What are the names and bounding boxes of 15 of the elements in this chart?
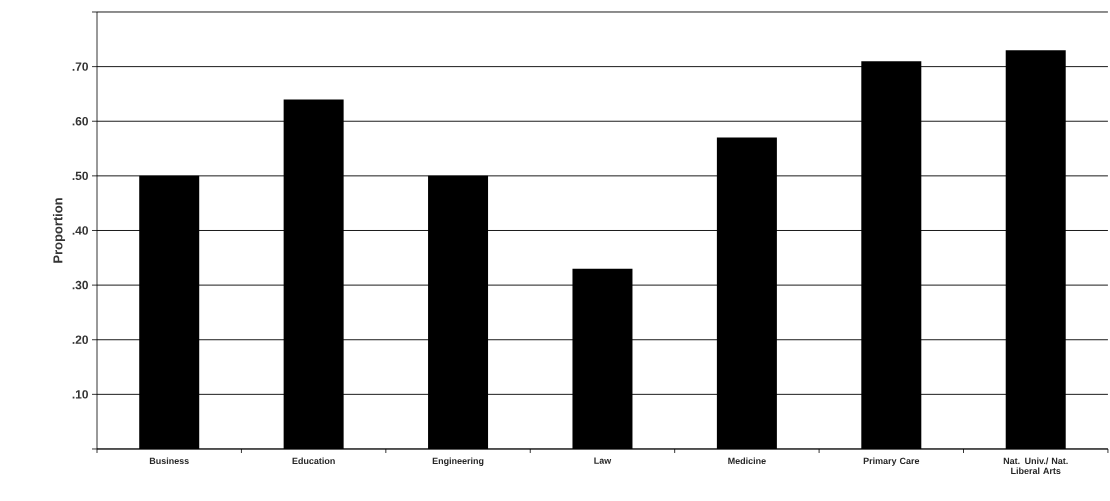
y-tick-label: .40	[72, 226, 88, 235]
x-tick-label: Education	[292, 457, 335, 465]
y-axis-title: Proportion	[52, 198, 66, 263]
x-tick-label: Business	[149, 457, 189, 465]
y-tick-label: .70	[72, 62, 88, 71]
x-tick-label: Primary Care	[863, 457, 920, 466]
y-tick-label: .60	[72, 117, 88, 126]
y-tick-label: .20	[72, 335, 88, 344]
y-tick-label: .10	[72, 390, 88, 399]
x-tick-label: Medicine	[728, 457, 766, 465]
x-tick-label: Engineering	[432, 457, 484, 466]
y-tick-label: .50	[72, 171, 88, 181]
x-tick-label: Law	[594, 457, 612, 464]
y-tick-label: .30	[72, 280, 88, 290]
x-tick-label: Nat. Univ./ Nat. Liberal Arts	[1003, 457, 1068, 475]
